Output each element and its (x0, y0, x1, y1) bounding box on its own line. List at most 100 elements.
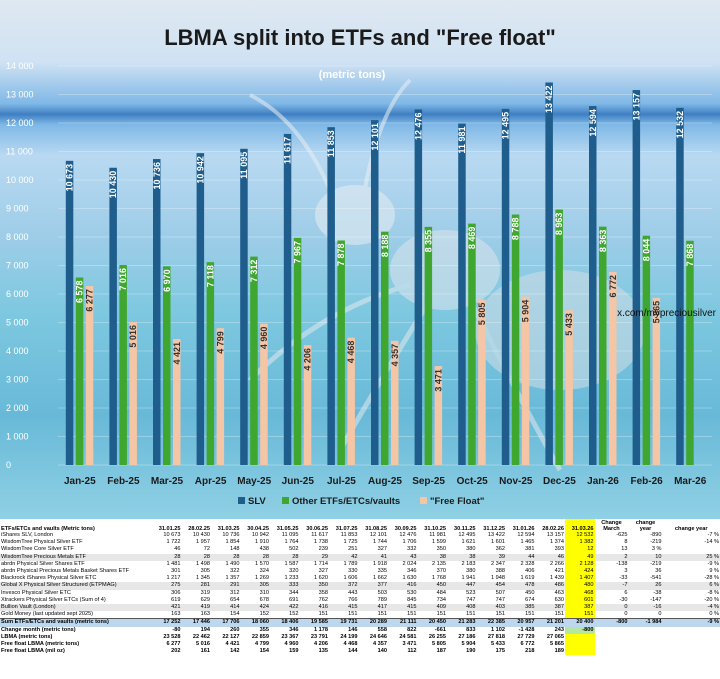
table-cell: 332 (407, 546, 417, 553)
table-cell (595, 641, 629, 648)
table-cell: 10 (628, 553, 663, 561)
table-cell: 5 016 (196, 641, 210, 648)
table-cell: 1 725 (343, 539, 358, 546)
table-cell: 19 585 (299, 618, 329, 627)
bar-value-label: 3 471 (433, 369, 443, 392)
table-cell (565, 648, 595, 656)
bar-free-float (303, 345, 312, 465)
bar-value-label: 4 799 (215, 331, 225, 354)
table-cell: 18 060 (240, 618, 270, 627)
table-cell: 327 (377, 546, 387, 553)
table-cell: 558 (377, 626, 387, 633)
bar-slv (458, 123, 466, 465)
table-row: Bullion Vault (London) 421 419 414 424 422 416… (0, 604, 720, 612)
table-cell: -4 % (662, 604, 720, 612)
table-cell: 21 111 (388, 618, 418, 627)
data-table: ETFs/ETCs and vaults (Metric tons) 31.01.… (0, 519, 720, 656)
table-cell: 4 468 (343, 641, 358, 648)
table-cell: 151 (554, 611, 564, 618)
table-cell: 6 % (662, 582, 720, 590)
table-cell: 1 910 (255, 539, 269, 546)
table-cell: 159 (289, 648, 299, 655)
bar-value-label: 8 469 (467, 227, 477, 250)
table-header-cell: 30.04.25 (247, 526, 269, 532)
table-cell: 1 490 (225, 560, 240, 567)
row-label: abrdn Physical Silver Shares ETF (1, 560, 85, 567)
table-row: Global X Physical Silver Structured (ETP… (0, 582, 720, 590)
table-cell: 4 799 (255, 641, 269, 648)
bar-value-label: 4 421 (172, 342, 182, 365)
table-cell: 1 789 (343, 560, 358, 567)
table-cell: -219 (650, 539, 662, 546)
table-cell: -1 428 (518, 626, 535, 633)
chart-svg: 0 1 000 2 000 3 000 4 000 5 000 6 000 7 000 8 00… (6, 25, 717, 507)
table-cell (595, 648, 629, 655)
table-cell: 2 347 (491, 560, 505, 567)
table-cell: 163 (171, 611, 181, 618)
bar-slv (327, 127, 335, 465)
table-cell: 507 (495, 589, 505, 596)
table-header-row: ETFs/ETCs and vaults (Metric tons) 31.01.… (0, 519, 720, 532)
bar-value-label: 10 942 (195, 156, 205, 184)
table-cell: 1 714 (314, 560, 328, 567)
row-label: Bullion Vault (London) (0, 604, 152, 612)
table-cell: 0 (658, 611, 662, 618)
table-cell: 350 (299, 582, 329, 590)
table-cell: -9 % (662, 618, 720, 627)
table-cell: 1 374 (550, 539, 564, 546)
bar-value-label: 7 878 (336, 243, 346, 266)
table-cell: 486 (535, 582, 565, 590)
y-tick-label: 5 000 (6, 318, 29, 328)
table-cell: 17 252 (152, 618, 182, 627)
table-cell: 44 (506, 553, 536, 561)
bar-other-etfs (206, 262, 215, 465)
table-cell: 218 (525, 648, 535, 655)
table-cell: 766 (348, 596, 358, 603)
table-cell: 1 854 (225, 539, 240, 546)
bar-other-etfs (424, 226, 433, 465)
table-cell: 151 (466, 611, 476, 618)
bar-value-label: 12 476 (413, 112, 423, 140)
bar-free-float (85, 286, 94, 465)
y-tick-label: 14 000 (6, 61, 34, 71)
table-cell: 324 (259, 568, 269, 575)
table-cell: 503 (377, 589, 387, 596)
table-cell: -1 984 (628, 618, 663, 627)
table-cell: -14 % (704, 539, 719, 546)
ant-antenna-right (363, 78, 412, 189)
table-cell: 239 (318, 546, 328, 553)
table-cell: -28 % (704, 575, 719, 582)
table-cell: 11 853 (340, 532, 358, 538)
bar-value-label: 4 960 (259, 327, 269, 350)
table-cell: 414 (211, 604, 241, 612)
table-cell: 327 (318, 568, 328, 575)
bar-value-label: 11 095 (239, 152, 249, 179)
table-cell: 450 (417, 582, 447, 590)
table-row: abrdn Physical Precious Metals Basket Sh… (0, 568, 720, 576)
table-cell: 335 (377, 568, 387, 575)
table-cell: -16 (628, 604, 663, 612)
x-tick-label: Jul-25 (327, 476, 356, 487)
table-cell: 148 (230, 546, 240, 553)
data-table-area: ETFs/ETCs and vaults (Metric tons) 31.01.… (0, 519, 720, 679)
table-cell: 387 (565, 604, 595, 612)
table-cell: -147 (650, 596, 662, 603)
x-tick-label: Jun-25 (282, 476, 315, 487)
table-cell: 421 (152, 604, 182, 612)
table-cell: 23 791 (310, 633, 328, 640)
x-tick-label: Dec-25 (543, 476, 576, 487)
table-cell: 135 (318, 648, 328, 655)
x-tick-label: Apr-25 (195, 476, 227, 487)
table-cell: 5 805 (432, 641, 446, 648)
table-cell: 20 450 (417, 618, 447, 627)
table-cell (595, 627, 629, 634)
table-cell: 13 157 (546, 532, 564, 538)
table-cell (663, 641, 720, 648)
bar-value-label: 10 430 (108, 171, 118, 199)
x-tick-label: Oct-25 (457, 476, 489, 487)
table-cell: 409 (417, 604, 447, 612)
table-cell: 151 (565, 611, 595, 619)
x-tick-label: Jan-25 (64, 476, 96, 487)
table-cell: 380 (466, 568, 476, 575)
table-cell: 43 (388, 553, 418, 561)
